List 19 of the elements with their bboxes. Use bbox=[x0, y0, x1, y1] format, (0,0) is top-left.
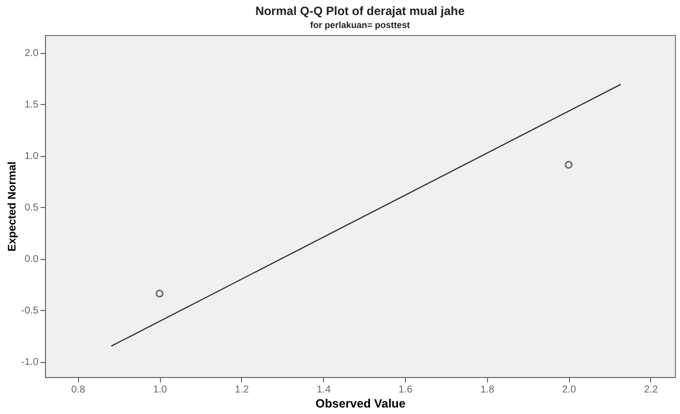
x-tick-label: 0.8 bbox=[71, 384, 86, 396]
y-tick-label: 0.5 bbox=[24, 202, 39, 214]
chart-title: Normal Q-Q Plot of derajat mual jahe bbox=[255, 4, 466, 18]
y-tick-label: -0.5 bbox=[21, 306, 39, 317]
y-tick-label: 2.0 bbox=[24, 48, 39, 60]
y-tick-label: 1.5 bbox=[24, 100, 39, 111]
y-tick-label: -1.0 bbox=[21, 357, 39, 368]
x-tick-label: 2.2 bbox=[644, 384, 658, 396]
x-tick-label: 1.8 bbox=[480, 384, 495, 396]
x-tick-label: 1.6 bbox=[398, 384, 413, 396]
x-axis-title: Observed Value bbox=[315, 396, 406, 410]
y-axis-title: Expected Normal bbox=[6, 162, 18, 252]
x-tick-label: 1.0 bbox=[153, 384, 168, 396]
y-tick-label: 1.0 bbox=[24, 151, 39, 162]
x-tick-label: 2.0 bbox=[562, 384, 577, 396]
chart-subtitle: for perlakuan= posttest bbox=[310, 20, 410, 30]
x-tick-label: 1.4 bbox=[316, 384, 332, 396]
y-tick-label: 0.0 bbox=[24, 254, 39, 266]
x-tick-label: 1.2 bbox=[234, 384, 250, 396]
